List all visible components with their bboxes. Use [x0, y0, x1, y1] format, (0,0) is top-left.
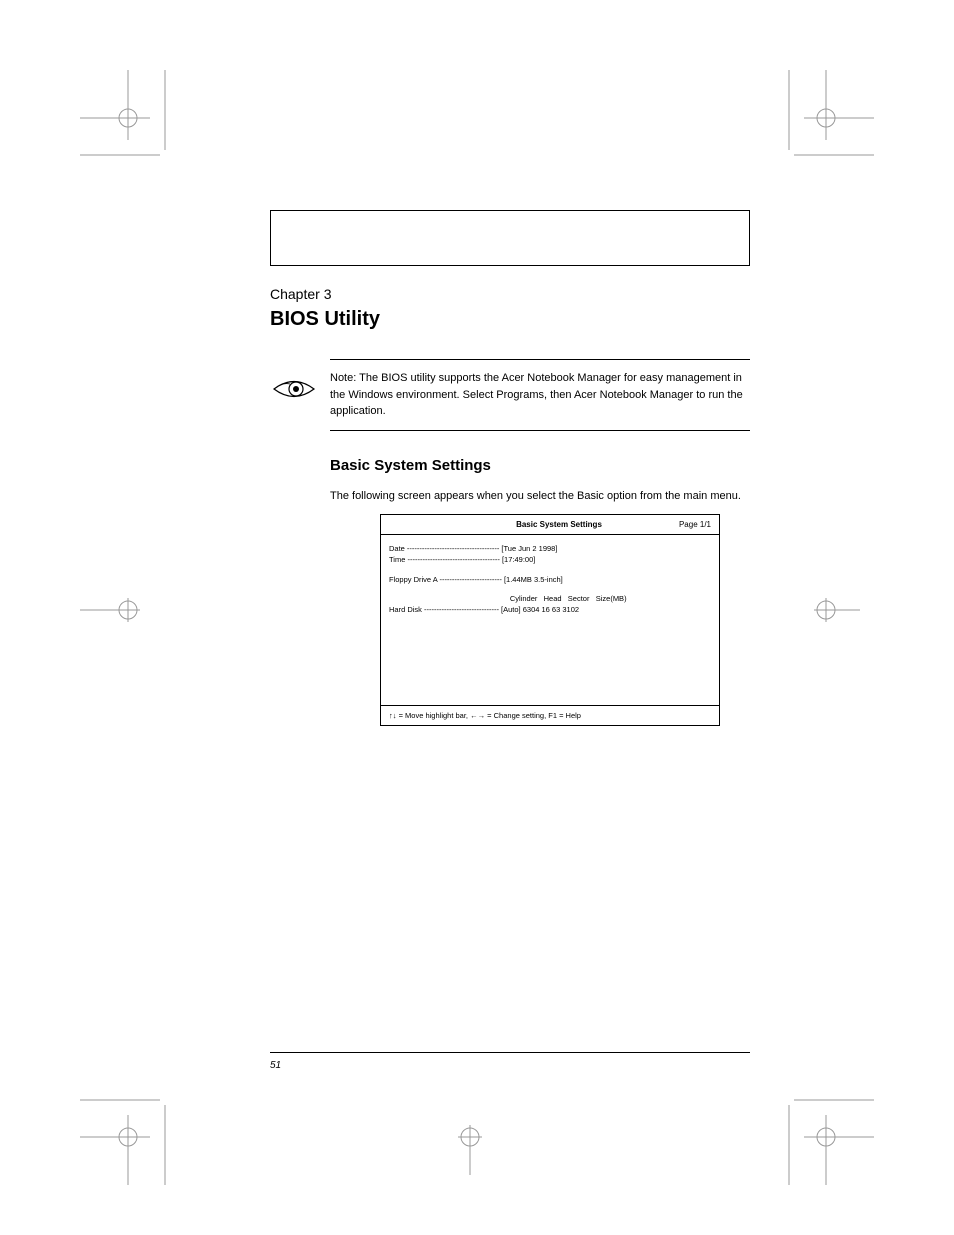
crop-mark-br [784, 1095, 874, 1185]
bios-row-date: Date -----------------------------------… [389, 543, 711, 554]
bios-floppy-value: [1.44MB 3.5-inch] [504, 575, 563, 584]
bios-date-label: Date [389, 544, 405, 553]
crop-mark-tr [784, 70, 874, 160]
footer-rule [270, 1052, 750, 1053]
bios-hd-columns: Cylinder Head Sector Size(MB) [389, 593, 711, 604]
bios-row-hd: Hard Disk ------------------------------… [389, 604, 711, 615]
note-block: Note: The BIOS utility supports the Acer… [330, 359, 750, 431]
bios-row-floppy: Floppy Drive A -------------------------… [389, 574, 711, 585]
bios-footer: ↑↓ = Move highlight bar, ←→ = Change set… [381, 705, 719, 725]
bios-floppy-label: Floppy Drive A [389, 575, 437, 584]
chapter-title: BIOS Utility [270, 308, 750, 331]
bios-date-value: [Tue Jun 2 1998] [501, 544, 557, 553]
crop-mark-tl [80, 70, 170, 160]
eye-icon [272, 374, 316, 404]
section-paragraph: The following screen appears when you se… [330, 488, 750, 505]
note-text: Note: The BIOS utility supports the Acer… [330, 370, 750, 420]
bios-header: Basic System Settings Page 1/1 [381, 515, 719, 535]
bios-time-label: Time [389, 555, 405, 564]
bios-page-indicator: Page 1/1 [679, 520, 711, 529]
section-heading: Basic System Settings [330, 457, 750, 474]
crop-mark-bl [80, 1095, 170, 1185]
page-content: Chapter 3 BIOS Utility Note: The BIOS ut… [270, 210, 750, 726]
crop-mark-ml [80, 580, 140, 640]
bios-body: Date -----------------------------------… [381, 535, 719, 705]
bios-hd-value: [Auto] 6304 16 63 3102 [501, 605, 579, 614]
bios-time-value: [17:49:00] [502, 555, 535, 564]
crop-mark-mr [790, 580, 860, 640]
crop-mark-bc [440, 1115, 500, 1175]
chapter-rule-box [270, 210, 750, 266]
chapter-number: Chapter 3 [270, 286, 750, 302]
bios-row-time: Time -----------------------------------… [389, 554, 711, 565]
page-number: 51 [270, 1060, 281, 1071]
bios-hd-label: Hard Disk [389, 605, 422, 614]
bios-screen: Basic System Settings Page 1/1 Date ----… [380, 514, 720, 726]
bios-title: Basic System Settings [439, 520, 679, 529]
